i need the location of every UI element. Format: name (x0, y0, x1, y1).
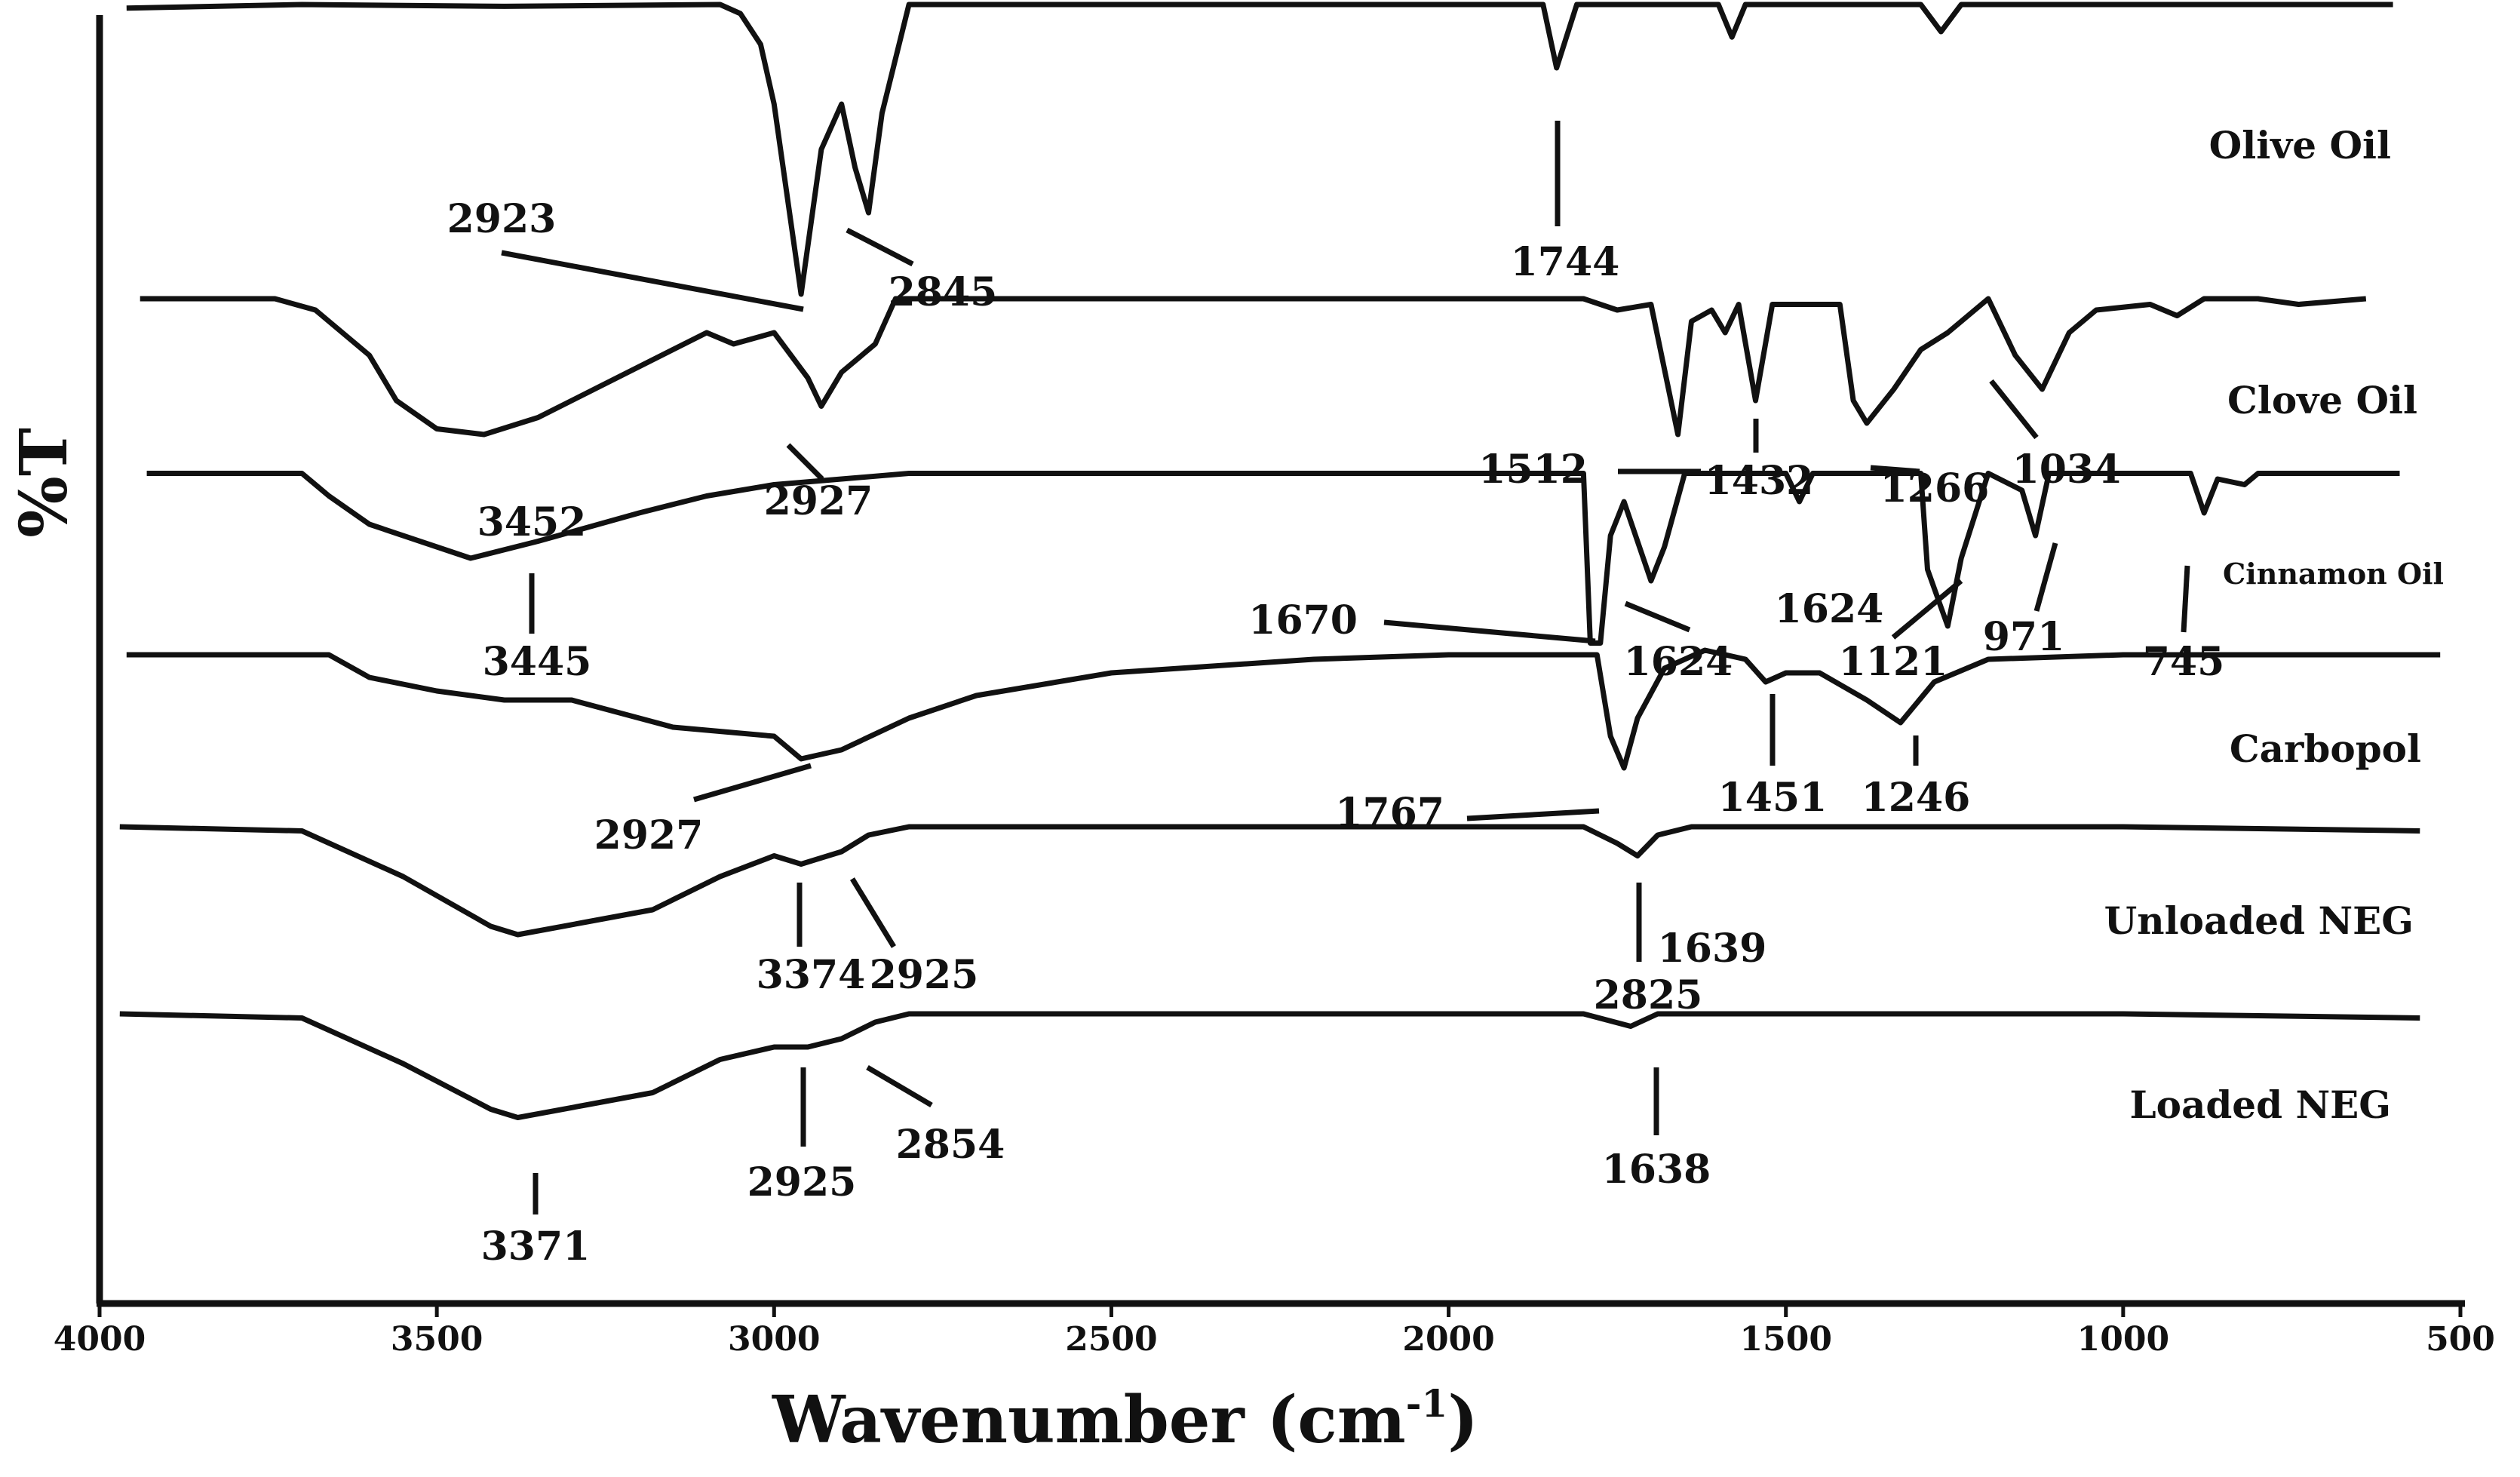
peak-leader-line (693, 763, 812, 803)
peak-label: 1432 (1705, 458, 1814, 504)
y-axis-title: %T (6, 428, 82, 538)
spectrum-line (119, 824, 2420, 938)
peak-label: 1767 (1335, 790, 1444, 836)
peak-leader-line (1891, 579, 1963, 640)
series-label: Loaded NEG (2129, 1082, 2391, 1127)
peak-label: 1121 (1839, 639, 1948, 685)
peak-label: 3452 (477, 499, 587, 545)
series-label: Olive Oil (2209, 123, 2391, 167)
peak-leader-line (1870, 465, 1920, 474)
axes (96, 15, 2465, 1307)
x-tick-label: 1000 (2077, 1320, 2169, 1359)
peak-leader-line (1466, 808, 1600, 821)
peak-label: 1639 (1658, 926, 1767, 972)
peak-label: 3371 (481, 1224, 591, 1270)
peak-leader-line (1624, 600, 1691, 633)
spectrum-line (126, 2, 2393, 297)
x-ticks: 4000 3500 3000 2500 2000 1500 1000 500 (54, 1304, 2495, 1359)
peak-leader-line (501, 250, 804, 312)
peak-leader-line (850, 877, 896, 948)
peak-label: 3374 (757, 952, 866, 998)
peak-label: 2845 (889, 269, 998, 315)
peak-annotations: 2923 2845 1744 3452 2927 1512 1432 1266 1034 3445… (447, 121, 2225, 1270)
peak-leader-line (1989, 379, 2039, 440)
x-axis-title-close: ) (1447, 1382, 1478, 1458)
peak-label: 1451 (1718, 775, 1828, 821)
peak-label: 2927 (594, 812, 704, 858)
x-tick-label: 3500 (391, 1320, 483, 1359)
peak-label: 1744 (1511, 239, 1620, 285)
peak-label: 1266 (1880, 465, 1990, 511)
peak-label: 745 (2143, 639, 2225, 685)
peak-label: 1638 (1602, 1147, 1711, 1193)
x-tick-label: 2500 (1065, 1320, 1157, 1359)
x-tick-label: 3000 (728, 1320, 820, 1359)
x-axis-title: Wavenumber (cm-1) (772, 1381, 1478, 1458)
peak-label: 2923 (447, 196, 557, 242)
peak-leader-line (786, 443, 824, 481)
peak-leader-line (2033, 542, 2058, 612)
peak-label: 2927 (764, 478, 873, 524)
spectrum-line (119, 1011, 2420, 1120)
x-tick-label: 500 (2426, 1320, 2495, 1359)
series-labels: Olive Oil Clove Oil Cinnamon Oil Carbopol Un… (2104, 123, 2444, 1127)
series-label: Cinnamon Oil (2223, 557, 2444, 591)
series-label: Unloaded NEG (2104, 898, 2414, 943)
peak-leader-line (846, 227, 914, 267)
spectrum-line (126, 647, 2441, 771)
peak-label: 3445 (483, 639, 592, 685)
peak-label: 1670 (1248, 597, 1358, 643)
peak-label: 1624 (1775, 586, 1884, 632)
x-tick-label: 2000 (1402, 1320, 1494, 1359)
x-tick-label: 1500 (1739, 1320, 1831, 1359)
peak-label: 2825 (1594, 972, 1703, 1018)
peak-label: 1246 (1862, 775, 1971, 821)
peak-label: 1624 (1624, 639, 1733, 685)
peak-label: 1512 (1478, 447, 1588, 493)
spectrum-line (140, 296, 2367, 438)
peak-leader-line (866, 1064, 933, 1108)
peak-label: 971 (1983, 614, 2065, 660)
x-tick-label: 4000 (54, 1320, 146, 1359)
x-axis-title-sup: -1 (1406, 1381, 1448, 1426)
spectra (119, 2, 2441, 1120)
peak-leader-line (1383, 619, 1596, 644)
peak-label: 2925 (870, 952, 979, 998)
peak-leader-line (2181, 565, 2190, 633)
spectrum-line (146, 471, 2400, 646)
peak-label: 1034 (2012, 447, 2122, 493)
series-label: Clove Oil (2227, 378, 2417, 422)
peak-label: 2854 (896, 1122, 1005, 1168)
peak-label: 2925 (747, 1159, 857, 1205)
series-label: Carbopol (2230, 726, 2421, 771)
